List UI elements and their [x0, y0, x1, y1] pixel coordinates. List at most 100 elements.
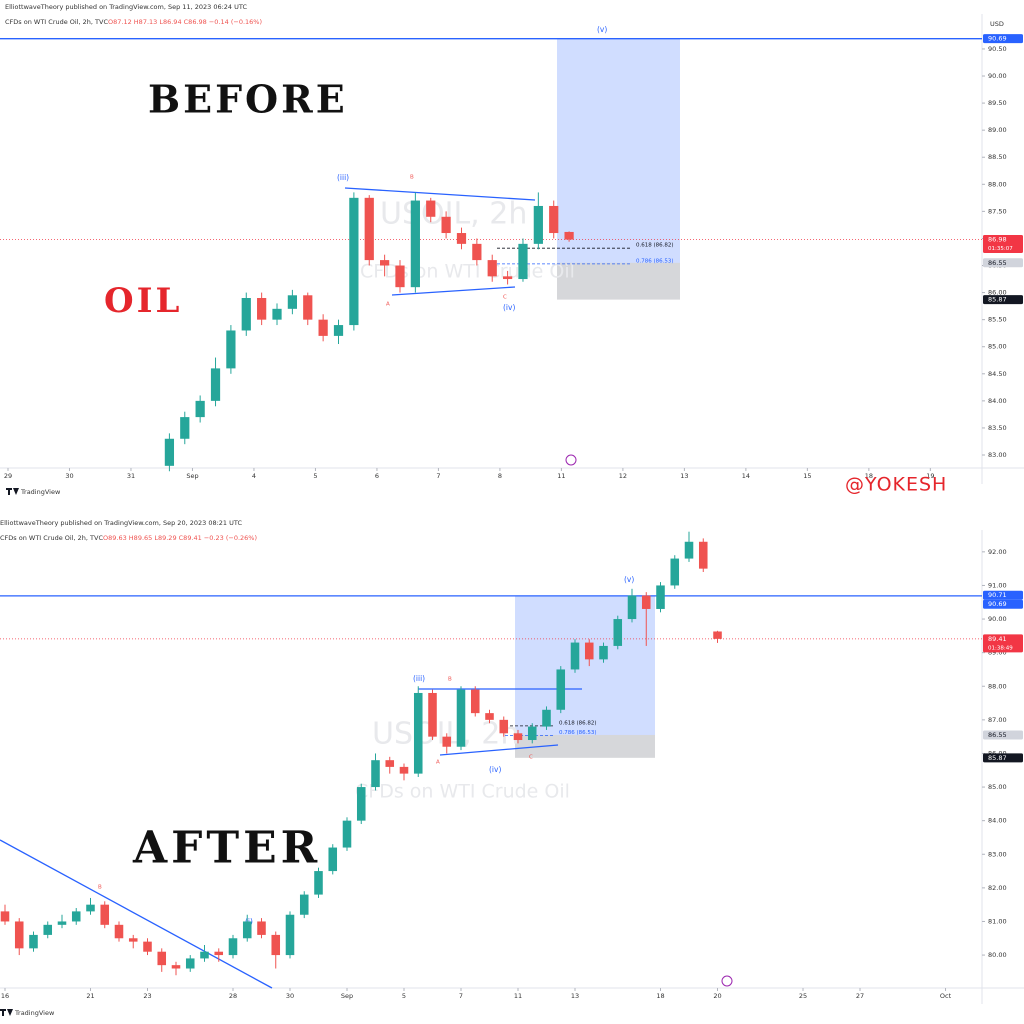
trend-line	[0, 839, 273, 989]
candle-body	[71, 911, 81, 922]
candle-body	[242, 921, 252, 939]
wave-label: A	[386, 302, 390, 308]
overlay-before: BEFORE	[148, 77, 348, 122]
x-tick-label: 21	[86, 992, 94, 1000]
candle-body	[426, 200, 436, 217]
y-tick-label: 88.50	[988, 153, 1007, 161]
x-tick-label: 16	[1, 992, 9, 1000]
y-tick-label: 88.00	[988, 180, 1007, 188]
candle-body	[713, 631, 722, 639]
candle-body	[185, 958, 195, 969]
price-tag: 90.71	[988, 591, 1007, 599]
x-tick-label: 30	[286, 992, 294, 1000]
x-tick-label: 5	[313, 472, 317, 480]
candle-body	[86, 904, 95, 912]
y-tick-label: 84.00	[988, 817, 1007, 825]
candle-body	[100, 904, 110, 925]
candle-body	[395, 265, 405, 288]
symbol-line: CFDs on WTI Crude Oil, 2h, TVC	[5, 18, 108, 26]
overlay-after: AFTER	[132, 823, 321, 874]
wave-label: A	[436, 760, 440, 766]
candle-body	[114, 924, 124, 939]
candle-body	[14, 921, 24, 949]
candle-body	[641, 595, 651, 609]
tv-logo	[6, 488, 19, 495]
price-tag: 90.69	[988, 600, 1007, 608]
candle-body	[287, 295, 297, 309]
watermark: USOIL, 2h	[380, 197, 527, 232]
event-icon[interactable]	[565, 454, 577, 466]
trend-line	[391, 286, 516, 296]
candle-body	[442, 736, 452, 747]
x-tick-label: 19	[926, 472, 934, 480]
candle-body	[318, 319, 328, 336]
candle-body	[487, 260, 497, 277]
candle-body	[542, 709, 551, 727]
candle-body	[43, 924, 53, 935]
candle-body	[413, 692, 423, 774]
y-tick-label: 80.00	[988, 951, 1007, 959]
footer: TradingView	[14, 1009, 55, 1017]
candle-body	[428, 692, 437, 737]
candle-body	[285, 914, 295, 956]
y-tick-label: 89.50	[988, 99, 1007, 107]
fib-label: 0.786 (86.53)	[636, 258, 674, 264]
wave-label: C	[529, 755, 533, 761]
candle-body	[328, 847, 338, 872]
wave-label: (v)	[624, 575, 634, 584]
candle-body	[518, 243, 528, 280]
price-tag-bg	[983, 730, 1023, 740]
x-tick-label: 25	[799, 992, 807, 1000]
y-tick-label: 84.50	[988, 370, 1007, 378]
x-tick-label: 7	[459, 992, 463, 1000]
x-tick-label: Sep	[186, 472, 198, 480]
candle-body	[627, 595, 637, 620]
wave-label: C	[503, 295, 507, 301]
wave-label: B	[410, 175, 414, 181]
y-tick-label: 89.00	[988, 649, 1007, 657]
candle-body	[698, 541, 708, 569]
candle-body	[485, 713, 494, 720]
stop-zone	[557, 262, 680, 300]
candle-body	[314, 871, 323, 895]
x-tick-label: 12	[619, 472, 627, 480]
candle-body	[200, 951, 209, 959]
x-tick-label: 20	[713, 992, 721, 1000]
candle-body	[257, 297, 267, 320]
overlay-oil: OIL	[104, 281, 182, 321]
price-tag: 85.87	[988, 296, 1007, 304]
candle-body	[599, 645, 608, 660]
ohlc: O89.63 H89.65 L89.29 C89.41 −0.23 (−0.26…	[103, 534, 257, 542]
x-tick-label: Oct	[940, 992, 952, 1000]
event-icon[interactable]	[721, 975, 733, 987]
candle-body	[456, 689, 466, 747]
x-tick-label: 18	[865, 472, 873, 480]
x-tick-label: 23	[143, 992, 151, 1000]
x-tick-label: 18	[656, 992, 664, 1000]
x-tick-label: Sep	[341, 992, 353, 1000]
target-zone	[557, 38, 680, 263]
candle-body	[356, 787, 366, 821]
price-tag-bg	[983, 753, 1023, 763]
candle-body	[128, 938, 138, 942]
y-tick-label: 90.00	[988, 615, 1007, 623]
x-tick-label: 4	[252, 472, 256, 480]
countdown: 01:35:07	[988, 246, 1013, 252]
last-price-tag: 86.98	[988, 236, 1007, 244]
candle-body	[0, 911, 10, 922]
ohlc: O87.12 H87.13 L86.94 C86.98 −0.14 (−0.16…	[108, 18, 262, 26]
candle-body	[349, 197, 359, 326]
x-tick-label: 6	[375, 472, 379, 480]
price-tag-bg	[983, 34, 1023, 44]
candle-body	[399, 766, 409, 774]
fib-label: 0.786 (86.53)	[559, 730, 597, 736]
y-tick-label: 85.50	[988, 316, 1007, 324]
watermark: CFDs on WTI Crude Oil	[355, 781, 570, 803]
x-tick-label: 8	[498, 472, 502, 480]
publisher: ElliottwaveTheory published on TradingVi…	[5, 3, 247, 11]
footer: TradingView	[20, 488, 61, 496]
tv-logo	[0, 1009, 13, 1016]
wave-label: (iv)	[489, 765, 501, 774]
symbol-line: CFDs on WTI Crude Oil, 2h, TVC	[0, 534, 103, 542]
candle-body	[29, 934, 38, 949]
